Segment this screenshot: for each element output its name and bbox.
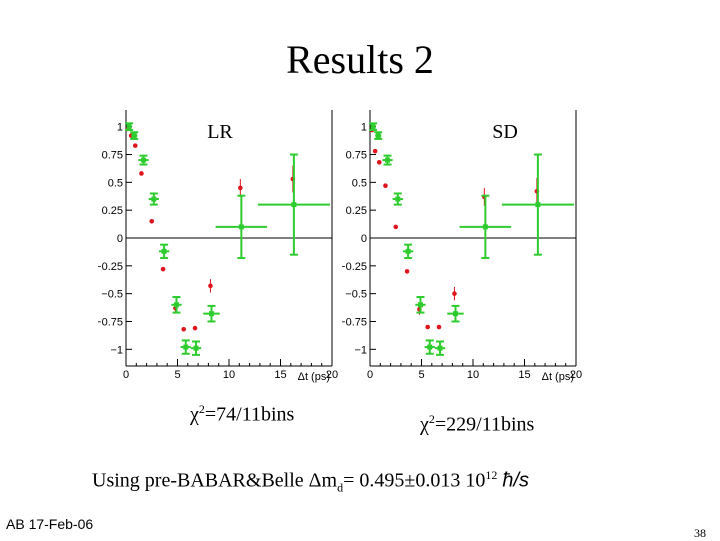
x-tick-label: 0 xyxy=(123,369,129,381)
chi-value: =74/11bins xyxy=(204,403,295,426)
data-point xyxy=(427,344,433,350)
data-point xyxy=(452,311,458,317)
slide-title: Results 2 xyxy=(286,37,434,82)
chi-square-lr: χ2=74/11bins xyxy=(190,402,294,427)
y-tick-label: 1 xyxy=(361,122,367,134)
model-point xyxy=(181,326,186,332)
y-tick-label: −0.5 xyxy=(101,289,123,301)
model-point xyxy=(383,183,388,188)
data-point xyxy=(417,302,423,308)
y-tick-label: −0.25 xyxy=(98,261,123,273)
model-point xyxy=(132,143,138,148)
chi-value: =229/11bins xyxy=(434,413,535,436)
x-tick-label: 5 xyxy=(174,369,180,381)
data-point xyxy=(193,345,199,351)
y-tick-label: −0.5 xyxy=(345,289,367,301)
chi-power: 2 xyxy=(198,402,205,416)
model-point xyxy=(376,160,382,165)
y-tick-label: −0.75 xyxy=(98,316,123,328)
data-point xyxy=(535,202,541,208)
chi-square-sd: χ2=229/11bins xyxy=(420,412,534,437)
model-point xyxy=(238,185,243,191)
model-point xyxy=(160,266,166,272)
x-tick-label: 10 xyxy=(467,369,479,381)
chi-symbol: χ xyxy=(190,403,199,426)
y-tick-label: −0.25 xyxy=(342,261,367,273)
chart-lr: LR 1 0.75 0.5 0.25 0 −0.25 −0.5 −0.75 −1 0 5 10 15 20 Δ… xyxy=(98,100,338,390)
model-point xyxy=(452,291,457,296)
x-tick-label: 10 xyxy=(223,369,235,381)
data-point xyxy=(291,202,297,208)
y-tick-label: 0.75 xyxy=(346,150,367,162)
data-point xyxy=(151,196,157,202)
delta-m-prefix: Using pre-BABAR&Belle Δm xyxy=(92,469,338,492)
data-point xyxy=(375,133,381,139)
x-tick-label: 20 xyxy=(326,369,338,381)
data-point xyxy=(208,311,214,317)
x-tick-label: 15 xyxy=(274,369,286,381)
chi-symbol: χ xyxy=(420,413,429,436)
data-point xyxy=(126,124,132,130)
data-point xyxy=(395,196,401,202)
x-tick-label: 15 xyxy=(518,369,530,381)
chart-title: SD xyxy=(492,121,518,143)
data-point xyxy=(141,157,147,163)
model-point xyxy=(149,219,155,224)
data-point xyxy=(238,224,244,230)
delta-m-power: 12 xyxy=(485,468,498,482)
x-tick-label: 5 xyxy=(418,369,424,381)
chart-title: LR xyxy=(207,121,233,143)
model-point xyxy=(372,148,378,154)
data-point xyxy=(482,224,488,230)
y-tick-label: 0 xyxy=(361,233,367,245)
delta-m-value: = 0.495±0.013 10 xyxy=(343,469,486,492)
x-axis-label: Δt (ps) xyxy=(542,371,574,383)
data-point xyxy=(161,248,167,254)
page-number: 38 xyxy=(694,526,706,540)
footer-author-date: AB 17-Feb-06 xyxy=(6,516,94,532)
chart-sd-svg: SD 1 0.75 0.5 0.25 0 −0.25 −0.5 −0.75 −1 0 5 10 15 20Δ… xyxy=(342,110,582,383)
data-point xyxy=(385,157,391,163)
data-point xyxy=(370,124,376,130)
data-point xyxy=(131,133,137,139)
y-tick-label: 0 xyxy=(117,233,123,245)
data-point xyxy=(173,302,179,308)
chart-lr-svg: LR 1 0.75 0.5 0.25 0 −0.25 −0.5 −0.75 −1 0 5 10 15 20Δ… xyxy=(98,110,338,383)
delta-m-unit: ħ/s xyxy=(502,469,530,492)
data-point xyxy=(437,345,443,351)
y-tick-label: 1 xyxy=(117,122,123,134)
y-tick-label: 0.25 xyxy=(346,205,367,217)
model-point xyxy=(404,269,410,274)
model-point xyxy=(139,171,144,176)
data-point xyxy=(183,344,189,350)
x-tick-label: 0 xyxy=(367,369,373,381)
model-point xyxy=(436,324,442,330)
model-point xyxy=(425,324,430,330)
y-tick-label: −1 xyxy=(354,344,367,356)
data-point xyxy=(405,248,411,254)
y-tick-label: 0.5 xyxy=(108,177,123,189)
x-axis-label: Δt (ps) xyxy=(298,371,330,383)
y-tick-label: 0.25 xyxy=(102,205,123,217)
model-point xyxy=(208,283,213,289)
y-tick-label: −0.75 xyxy=(342,316,367,328)
chart-sd: SD 1 0.75 0.5 0.25 0 −0.25 −0.5 −0.75 −1 0 5 10 15 20 Δ… xyxy=(342,100,582,390)
chi-power: 2 xyxy=(428,412,435,426)
delta-m-sub: d xyxy=(337,480,344,495)
x-tick-label: 20 xyxy=(570,369,582,381)
model-point xyxy=(393,224,399,230)
delta-m-note: Using pre-BABAR&Belle Δmd= 0.495±0.013 1… xyxy=(92,468,529,496)
y-tick-label: 0.75 xyxy=(102,150,123,162)
model-point xyxy=(192,325,198,331)
y-tick-label: −1 xyxy=(110,344,123,356)
y-tick-label: 0.5 xyxy=(352,177,367,189)
